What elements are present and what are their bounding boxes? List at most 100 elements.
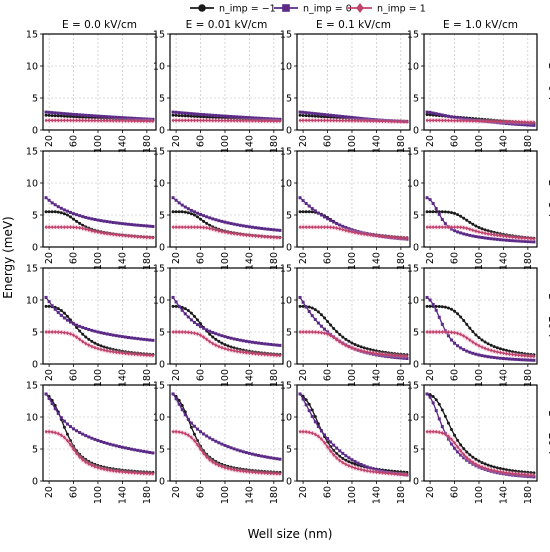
data-point-n1	[232, 118, 236, 123]
data-point-n0	[254, 341, 258, 345]
data-point-n1	[93, 229, 97, 234]
data-point-n0	[440, 322, 444, 326]
data-point-n1	[468, 338, 472, 342]
data-point-nm1	[62, 212, 66, 216]
data-point-n0	[136, 117, 140, 121]
data-point-n0	[72, 212, 76, 216]
data-point-n0	[229, 222, 233, 226]
data-point-n0	[347, 115, 351, 119]
data-point-n0	[62, 419, 66, 423]
data-point-n1	[275, 471, 279, 476]
data-point-n1	[486, 231, 490, 236]
data-point-nm1	[205, 452, 209, 456]
data-point-n1	[171, 429, 175, 434]
data-point-n1	[453, 118, 457, 123]
data-point-n1	[371, 119, 375, 124]
data-point-n1	[205, 337, 209, 342]
data-point-n1	[313, 225, 317, 230]
data-point-n0	[202, 326, 206, 330]
data-point-nm1	[50, 210, 54, 214]
data-point-n0	[523, 239, 527, 243]
data-point-n0	[440, 217, 444, 221]
data-point-nm1	[174, 304, 178, 308]
data-point-nm1	[50, 114, 54, 118]
data-point-n0	[425, 196, 429, 200]
data-point-n1	[96, 230, 100, 235]
data-point-nm1	[329, 445, 333, 449]
data-point-n0	[272, 228, 276, 232]
data-point-n0	[65, 209, 69, 213]
data-point-nm1	[199, 322, 203, 326]
data-point-n0	[214, 332, 218, 336]
data-point-n1	[468, 458, 472, 463]
legend-label-nm1: n_imp = −1	[219, 4, 276, 15]
data-point-n1	[393, 353, 397, 358]
data-point-n0	[474, 352, 478, 356]
data-point-n1	[477, 343, 481, 348]
data-point-nm1	[344, 458, 348, 462]
data-point-n1	[65, 118, 69, 123]
data-point-n0	[223, 335, 227, 339]
data-point-n1	[477, 463, 481, 468]
data-point-n1	[151, 235, 155, 240]
data-point-n0	[468, 233, 472, 237]
data-point-n0	[117, 221, 121, 225]
data-point-n0	[192, 210, 196, 214]
data-point-n1	[449, 437, 453, 442]
data-point-n1	[486, 467, 490, 471]
data-point-n1	[186, 118, 190, 123]
x-tick-label: 180	[523, 135, 534, 153]
x-tick-label: 100	[220, 369, 231, 387]
data-point-nm1	[405, 470, 409, 474]
data-point-n1	[189, 435, 193, 440]
data-point-n1	[480, 345, 484, 350]
data-point-nm1	[359, 345, 363, 349]
x-tick-label: 60	[450, 252, 461, 264]
data-point-n1	[87, 343, 91, 348]
data-point-n0	[471, 234, 475, 238]
data-point-n0	[319, 213, 323, 217]
data-point-n0	[68, 425, 72, 429]
data-point-n0	[105, 332, 109, 336]
data-point-n1	[133, 470, 137, 475]
data-point-n0	[111, 333, 115, 337]
data-point-n1	[456, 225, 460, 230]
data-point-n1	[480, 230, 484, 235]
data-point-n1	[356, 118, 360, 123]
x-tick-label: 100	[347, 369, 358, 387]
data-point-n0	[217, 333, 221, 337]
data-point-n1	[183, 330, 187, 335]
data-point-n0	[347, 227, 351, 231]
data-point-n1	[359, 467, 363, 472]
data-point-n0	[437, 417, 441, 421]
data-point-nm1	[232, 466, 236, 470]
data-point-n1	[232, 467, 236, 472]
data-point-n0	[263, 227, 267, 231]
data-point-n1	[180, 118, 184, 123]
data-point-n0	[72, 427, 76, 431]
data-point-n1	[99, 230, 103, 235]
data-point-nm1	[105, 346, 109, 350]
data-point-n1	[501, 234, 505, 239]
data-point-n1	[145, 471, 149, 476]
data-point-nm1	[387, 351, 391, 355]
data-point-nm1	[232, 346, 236, 350]
data-point-n0	[374, 468, 378, 472]
data-point-n0	[316, 425, 320, 429]
data-point-n1	[260, 352, 264, 357]
data-point-nm1	[338, 333, 342, 337]
data-point-n0	[108, 115, 112, 119]
data-point-n1	[532, 473, 536, 478]
data-point-n1	[75, 335, 79, 340]
data-point-n0	[208, 113, 212, 117]
data-point-nm1	[483, 462, 487, 466]
data-point-n1	[123, 470, 127, 475]
data-point-nm1	[186, 309, 190, 313]
data-point-n1	[356, 466, 360, 471]
data-point-n0	[130, 336, 134, 340]
data-point-n1	[304, 330, 308, 334]
x-tick-label: 60	[323, 252, 334, 264]
data-point-n1	[65, 438, 69, 443]
panel-frame	[296, 150, 411, 248]
data-point-nm1	[68, 115, 72, 119]
